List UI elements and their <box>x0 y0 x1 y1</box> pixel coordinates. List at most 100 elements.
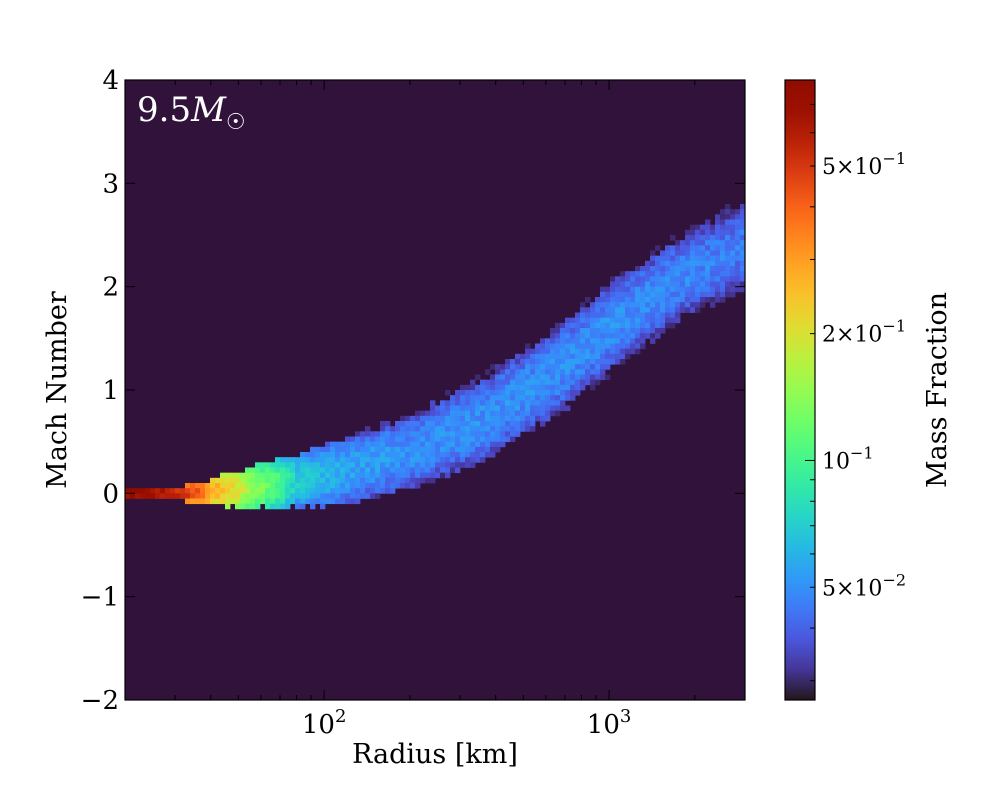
heatmap-cell <box>305 488 311 494</box>
heatmap-cell <box>625 312 631 319</box>
heatmap-cell <box>615 291 621 298</box>
heatmap-cell <box>455 457 461 463</box>
heatmap-cell <box>725 260 731 267</box>
heatmap-cell <box>485 421 491 427</box>
heatmap-cell <box>225 472 231 479</box>
heatmap-cell <box>515 400 521 406</box>
heatmap-cell <box>415 483 421 489</box>
heatmap-cell <box>445 426 451 432</box>
heatmap-cell <box>430 467 436 474</box>
heatmap-cell <box>520 384 526 391</box>
heatmap-cell <box>560 333 566 339</box>
heatmap-cell <box>320 498 326 505</box>
heatmap-cell <box>220 483 226 489</box>
heatmap-cell <box>435 431 441 437</box>
heatmap-cell <box>460 441 466 448</box>
heatmap-cell <box>645 302 651 308</box>
heatmap-cell <box>420 462 426 468</box>
heatmap-cell <box>575 348 581 355</box>
heatmap-cell <box>320 462 326 468</box>
heatmap-cell <box>660 317 666 324</box>
heatmap-cell <box>450 462 456 468</box>
heatmap-cell <box>400 457 406 463</box>
heatmap-cell <box>595 359 601 365</box>
heatmap-cell <box>660 328 666 334</box>
heatmap-cell <box>360 477 366 484</box>
heatmap-cell <box>725 271 731 277</box>
colorbar-tick-label: 10−1 <box>822 443 874 474</box>
heatmap-cell <box>705 240 711 246</box>
heatmap-cell <box>435 415 441 422</box>
heatmap-cell <box>535 384 541 391</box>
heatmap-cell <box>625 343 631 350</box>
heatmap-cell <box>455 405 461 412</box>
heatmap-cell <box>405 452 411 458</box>
heatmap-cell <box>275 498 281 505</box>
heatmap-cell <box>465 426 471 432</box>
heatmap-cell <box>720 235 726 241</box>
heatmap-cell <box>450 410 456 417</box>
heatmap-cell <box>690 240 696 246</box>
heatmap-cell <box>595 317 601 324</box>
heatmap-cell <box>425 452 431 458</box>
heatmap-cell <box>700 286 706 293</box>
heatmap-cell <box>415 477 421 484</box>
heatmap-cell <box>535 348 541 355</box>
heatmap-cell <box>725 235 731 241</box>
heatmap-cell <box>470 400 476 406</box>
heatmap-cell <box>595 353 601 360</box>
heatmap-cell <box>510 421 516 427</box>
heatmap-cell <box>570 328 576 334</box>
heatmap-cell <box>445 415 451 422</box>
heatmap-cell <box>740 250 746 257</box>
heatmap-cell <box>535 353 541 360</box>
heatmap-cell <box>230 493 236 499</box>
heatmap-cell <box>510 384 516 391</box>
heatmap-cell <box>430 462 436 468</box>
heatmap-cell <box>635 322 641 329</box>
heatmap-cell <box>610 297 616 303</box>
heatmap-cell <box>515 379 521 386</box>
heatmap-cell <box>685 250 691 257</box>
heatmap-cell <box>540 353 546 360</box>
heatmap-cell <box>725 240 731 246</box>
heatmap-cell <box>555 384 561 391</box>
heatmap-cell <box>690 245 696 251</box>
heatmap-cell <box>445 446 451 453</box>
heatmap-cell <box>685 291 691 298</box>
heatmap-cell <box>515 384 521 391</box>
heatmap-cell <box>265 503 271 510</box>
heatmap-cell <box>545 384 551 391</box>
heatmap-cell <box>425 441 431 448</box>
heatmap-cell <box>330 446 336 453</box>
heatmap-cell <box>240 488 246 494</box>
heatmap-cell <box>615 338 621 344</box>
heatmap-cell <box>405 436 411 443</box>
heatmap-cell <box>315 493 321 499</box>
heatmap-cell <box>370 472 376 479</box>
heatmap-cell <box>475 390 481 396</box>
heatmap-cell <box>365 431 371 437</box>
heatmap-cell <box>375 457 381 463</box>
heatmap-cell <box>700 276 706 282</box>
heatmap-cell <box>720 229 726 236</box>
heatmap-cell <box>560 395 566 401</box>
heatmap-cell <box>670 286 676 293</box>
heatmap-cell <box>645 328 651 334</box>
heatmap-cell <box>580 328 586 334</box>
heatmap-cell <box>170 488 176 494</box>
heatmap-cell <box>695 281 701 288</box>
heatmap-cell <box>500 379 506 386</box>
heatmap-cell <box>615 333 621 339</box>
heatmap-cell <box>460 436 466 443</box>
heatmap-cell <box>610 322 616 329</box>
heatmap-cell <box>320 503 326 510</box>
heatmap-cell <box>550 364 556 370</box>
heatmap-cell <box>315 452 321 458</box>
heatmap-cell <box>625 328 631 334</box>
heatmap-cell <box>645 291 651 298</box>
heatmap-cell <box>425 421 431 427</box>
heatmap-cell <box>625 338 631 344</box>
heatmap-cell <box>535 415 541 422</box>
heatmap-cell <box>350 483 356 489</box>
